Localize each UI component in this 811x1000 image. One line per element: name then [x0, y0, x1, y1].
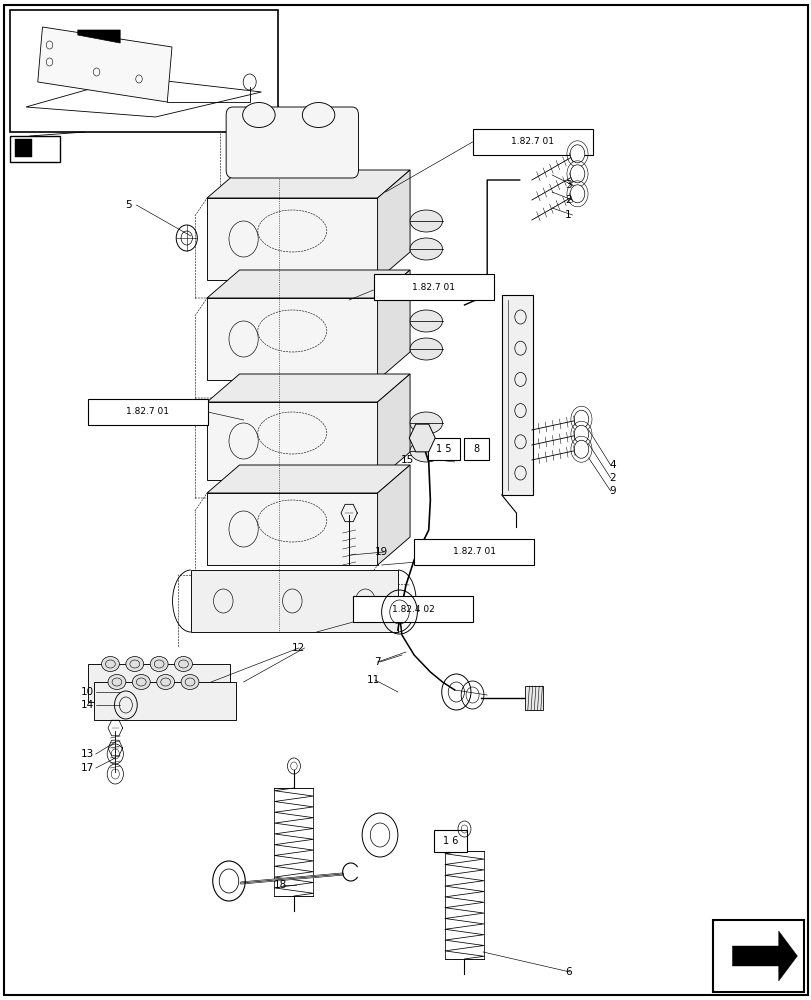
Text: 6: 6: [564, 967, 571, 977]
Polygon shape: [37, 27, 172, 102]
Bar: [427, 438, 460, 460]
Ellipse shape: [410, 238, 442, 260]
Circle shape: [569, 145, 584, 163]
Circle shape: [573, 425, 588, 443]
Polygon shape: [191, 570, 397, 632]
Text: 1 5: 1 5: [436, 444, 452, 454]
Bar: [525, 686, 543, 710]
Text: 1.82.7 01: 1.82.7 01: [511, 137, 553, 146]
Text: 19: 19: [375, 547, 388, 557]
Text: 1 6: 1 6: [443, 836, 457, 846]
Text: 1: 1: [564, 210, 571, 220]
Text: 12: 12: [292, 643, 305, 653]
Ellipse shape: [181, 675, 199, 690]
Bar: [94, 682, 236, 720]
Bar: [88, 399, 208, 425]
Polygon shape: [377, 270, 410, 380]
Circle shape: [569, 185, 584, 203]
Text: 1.82.7 01: 1.82.7 01: [127, 408, 169, 416]
Text: 7: 7: [374, 657, 380, 667]
Polygon shape: [377, 465, 410, 565]
Ellipse shape: [101, 657, 119, 672]
Text: 2: 2: [564, 195, 571, 205]
Bar: [464, 438, 488, 460]
Text: 1.82.4 02: 1.82.4 02: [392, 604, 434, 613]
Polygon shape: [78, 30, 120, 43]
Circle shape: [573, 410, 588, 428]
Text: 15: 15: [401, 455, 414, 465]
Ellipse shape: [157, 675, 174, 690]
Text: 9: 9: [609, 486, 616, 496]
Bar: [434, 830, 466, 852]
Bar: [10, 10, 277, 132]
Polygon shape: [377, 374, 410, 480]
Text: 1.82.7 01: 1.82.7 01: [453, 548, 495, 556]
Text: 2: 2: [609, 473, 616, 483]
Circle shape: [569, 165, 584, 183]
Bar: [88, 664, 230, 702]
Bar: [207, 493, 377, 565]
Bar: [207, 198, 377, 280]
Ellipse shape: [150, 657, 168, 672]
Ellipse shape: [108, 675, 126, 690]
Polygon shape: [15, 139, 32, 157]
Text: 4: 4: [609, 460, 616, 470]
Ellipse shape: [174, 657, 192, 672]
Polygon shape: [732, 931, 796, 981]
Text: 10: 10: [81, 687, 94, 697]
Text: 1.82.7 01: 1.82.7 01: [412, 282, 454, 292]
Polygon shape: [377, 170, 410, 280]
Bar: [712, 920, 803, 992]
Bar: [207, 298, 377, 380]
Bar: [501, 295, 532, 495]
Text: 13: 13: [81, 749, 94, 759]
Bar: [472, 129, 592, 155]
Ellipse shape: [410, 338, 442, 360]
Ellipse shape: [126, 657, 144, 672]
Text: 3: 3: [564, 180, 571, 190]
Bar: [353, 596, 473, 622]
Ellipse shape: [242, 103, 275, 127]
Text: 11: 11: [367, 675, 380, 685]
Polygon shape: [207, 270, 410, 298]
Text: 14: 14: [81, 700, 94, 710]
Polygon shape: [409, 424, 435, 452]
Ellipse shape: [410, 412, 442, 434]
Ellipse shape: [410, 310, 442, 332]
Ellipse shape: [302, 103, 334, 127]
Bar: [207, 402, 377, 480]
Ellipse shape: [410, 210, 442, 232]
Circle shape: [573, 440, 588, 458]
Ellipse shape: [132, 675, 150, 690]
FancyBboxPatch shape: [225, 107, 358, 178]
Polygon shape: [207, 374, 410, 402]
Text: 5: 5: [125, 200, 131, 210]
Polygon shape: [207, 465, 410, 493]
Text: 18: 18: [273, 880, 286, 890]
Bar: [373, 274, 493, 300]
Bar: [414, 539, 534, 565]
Ellipse shape: [410, 440, 442, 462]
Bar: [10, 136, 60, 162]
Text: 8: 8: [473, 444, 479, 454]
Polygon shape: [207, 170, 410, 198]
Text: 17: 17: [81, 763, 94, 773]
